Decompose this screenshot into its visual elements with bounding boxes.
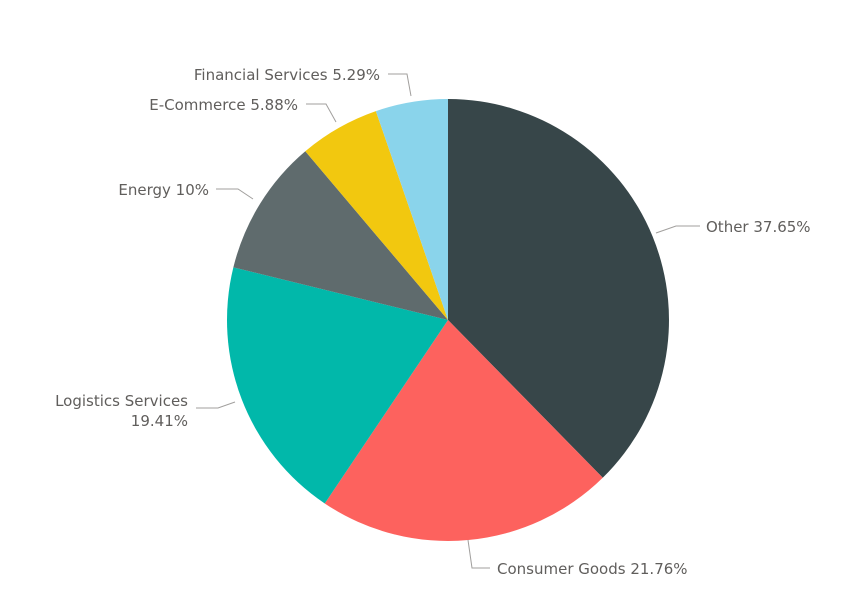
pie-slices bbox=[226, 99, 669, 541]
leader-line-financial-services bbox=[388, 73, 412, 97]
pie-slice-other[interactable] bbox=[448, 99, 669, 478]
slice-label-logistics-services-name: Logistics Services bbox=[55, 392, 188, 410]
slice-label-e-commerce: E-Commerce 5.88% bbox=[149, 96, 298, 114]
leader-line-other bbox=[655, 225, 700, 234]
leader-line-e-commerce bbox=[306, 103, 337, 123]
slice-label-financial-services: Financial Services 5.29% bbox=[194, 66, 380, 84]
slice-label-energy: Energy 10% bbox=[118, 181, 209, 199]
slice-label-other: Other 37.65% bbox=[706, 218, 811, 236]
pie-slice-financial-services[interactable] bbox=[375, 99, 448, 320]
leader-line-consumer-goods bbox=[467, 539, 490, 569]
pie-slice-consumer-goods[interactable] bbox=[324, 320, 603, 541]
slice-label-logistics-services-value: 19.41% bbox=[131, 412, 188, 430]
pie-slice-e-commerce[interactable] bbox=[305, 111, 448, 320]
leader-line-energy bbox=[216, 188, 254, 200]
pie-slice-energy[interactable] bbox=[233, 151, 448, 320]
slice-label-consumer-goods: Consumer Goods 21.76% bbox=[497, 560, 688, 578]
leader-line-logistics-services bbox=[196, 401, 236, 409]
pie-slice-logistics-services[interactable] bbox=[226, 267, 448, 504]
